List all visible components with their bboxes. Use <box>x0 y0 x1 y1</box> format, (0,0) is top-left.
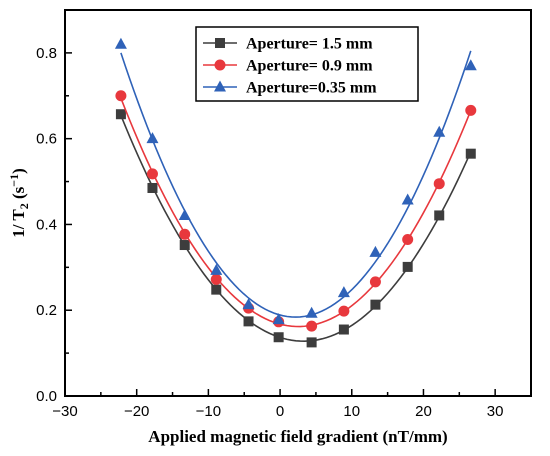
data-point-series-1 <box>338 324 349 335</box>
data-point-series-2 <box>433 178 445 190</box>
data-point-series-1 <box>147 182 158 193</box>
x-tick-label: 10 <box>343 403 360 420</box>
legend-marker-3 <box>214 80 226 92</box>
data-point-series-1 <box>402 261 413 272</box>
data-point-series-3 <box>464 59 477 71</box>
x-tick-label: 0 <box>276 403 284 420</box>
data-point-series-2 <box>115 90 127 102</box>
data-point-series-2 <box>402 233 414 245</box>
data-point-series-3 <box>337 286 350 298</box>
data-point-series-2 <box>465 104 477 116</box>
data-point-series-1 <box>434 210 445 221</box>
data-point-series-3 <box>178 208 191 220</box>
legend-label-1: Aperture= 1.5 mm <box>246 36 373 53</box>
series-line-1 <box>120 115 472 342</box>
x-tick-label: −30 <box>52 403 77 420</box>
legend-marker-2 <box>214 59 226 71</box>
data-point-series-2 <box>369 276 381 288</box>
data-point-series-2 <box>146 168 158 180</box>
x-tick-label: 20 <box>415 403 432 420</box>
x-tick-label: −20 <box>124 403 149 420</box>
y-axis-title: 1/ T2 (s−1) <box>7 168 31 238</box>
x-tick-label: −10 <box>196 403 221 420</box>
data-point-series-3 <box>114 37 127 49</box>
series-line-2 <box>120 97 472 328</box>
series-line-3 <box>120 50 472 318</box>
legend-marker-1 <box>215 38 225 48</box>
data-point-series-3 <box>433 125 446 137</box>
y-tick-label: 0.2 <box>36 302 57 319</box>
x-axis-title: Applied magnetic field gradient (nT/mm) <box>148 427 447 446</box>
data-point-series-1 <box>243 316 254 327</box>
data-point-series-1 <box>306 337 317 348</box>
y-tick-label: 0.6 <box>36 131 57 148</box>
data-point-series-1 <box>273 332 284 343</box>
legend-box <box>195 26 419 102</box>
data-point-series-2 <box>338 305 350 317</box>
y-tick-label: 0.8 <box>36 45 57 62</box>
data-point-series-2 <box>179 228 191 240</box>
y-tick-label: 0.0 <box>36 388 57 405</box>
data-point-series-3 <box>369 245 382 257</box>
data-point-series-3 <box>401 193 414 205</box>
x-tick-label: 30 <box>487 403 504 420</box>
data-point-series-2 <box>306 320 318 332</box>
legend-label-2: Aperture= 0.9 mm <box>246 58 373 75</box>
legend: Aperture= 1.5 mm Aperture= 0.9 mm Aperture… <box>195 26 419 102</box>
data-point-series-1 <box>465 148 476 159</box>
data-point-series-1 <box>115 109 126 120</box>
data-point-series-2 <box>210 273 222 285</box>
data-point-series-3 <box>272 313 285 325</box>
data-point-series-1 <box>179 240 190 251</box>
plot-frame <box>64 9 532 397</box>
data-point-series-3 <box>146 132 159 144</box>
y-tick-label: 0.4 <box>36 216 57 233</box>
data-point-series-1 <box>370 299 381 310</box>
data-point-series-3 <box>210 263 223 275</box>
legend-label-3: Aperture=0.35 mm <box>246 80 377 97</box>
data-point-series-1 <box>211 284 222 295</box>
data-point-series-3 <box>242 298 255 310</box>
data-point-series-3 <box>305 306 318 318</box>
